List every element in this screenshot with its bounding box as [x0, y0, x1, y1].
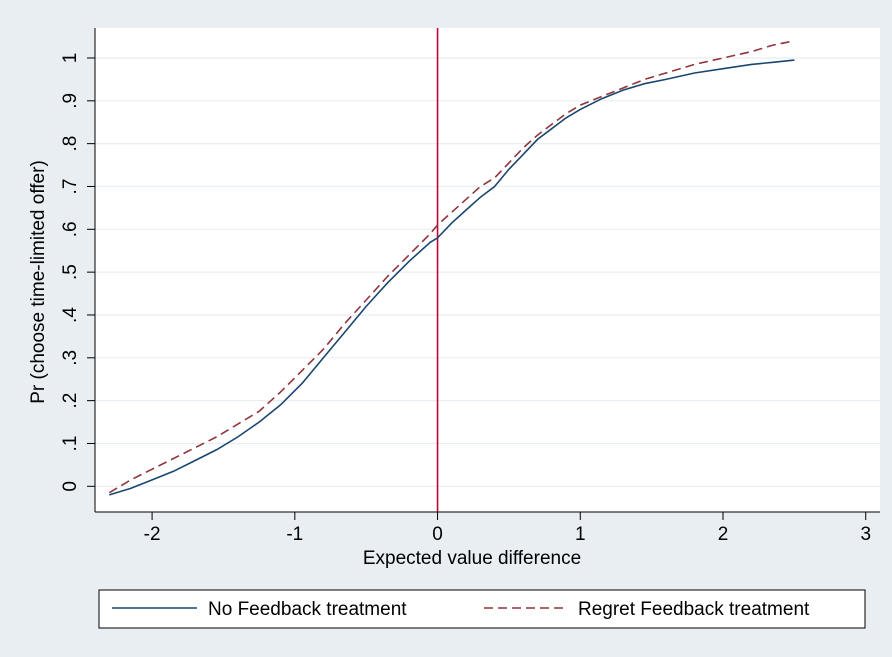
y-tick-label-9: .9: [60, 93, 81, 109]
legend-label-no-feedback: No Feedback treatment: [208, 599, 407, 620]
y-axis-title: Pr (choose time-limited offer): [28, 160, 49, 404]
x-axis-title: Expected value difference: [363, 548, 581, 569]
y-tick-label-4: .4: [60, 307, 81, 323]
x-tick-label-5: 3: [860, 524, 871, 545]
tick-labels: -2 -1 0 1 2 3 0 .1 .2 .3 .4 .5 .6 .7 .8 .9 1: [60, 53, 871, 545]
axes: [87, 28, 880, 520]
y-tick-label-2: .2: [60, 393, 81, 409]
y-tick-label-5: .5: [60, 264, 81, 280]
series-layer: [108, 40, 795, 496]
x-tick-label-2: 0: [432, 524, 443, 545]
y-tick-label-10: 1: [60, 53, 81, 64]
series-line-regret-feedback: [108, 40, 795, 494]
y-tick-label-7: .7: [60, 179, 81, 195]
grid-lines: [95, 57, 880, 487]
x-tick-label-1: -1: [286, 524, 303, 545]
legend-label-regret-feedback: Regret Feedback treatment: [578, 599, 810, 620]
series-line-no-feedback: [109, 59, 795, 496]
x-tick-label-0: -2: [144, 524, 161, 545]
y-tick-label-0: 0: [60, 481, 81, 492]
y-tick-label-3: .3: [60, 350, 81, 366]
x-tick-label-3: 1: [575, 524, 586, 545]
y-tick-label-8: .8: [60, 136, 81, 152]
y-tick-label-6: .6: [60, 221, 81, 237]
y-tick-label-1: .1: [60, 436, 81, 452]
legend: No Feedback treatment Regret Feedback tr…: [98, 589, 866, 629]
legend-box: [98, 589, 866, 629]
x-tick-label-4: 2: [718, 524, 729, 545]
